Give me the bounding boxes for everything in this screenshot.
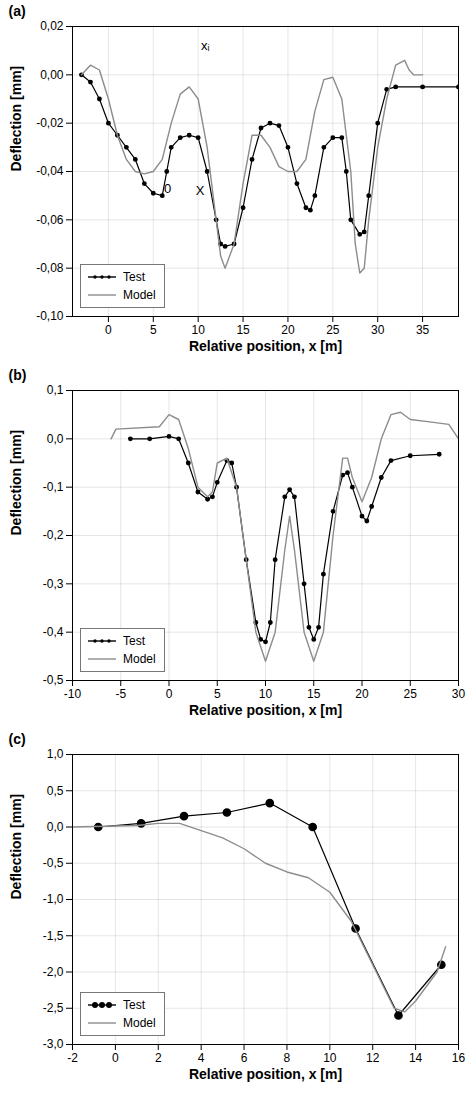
svg-text:1,0: 1,0 [47, 747, 64, 761]
svg-text:-0,08: -0,08 [36, 261, 64, 275]
svg-text:14: 14 [409, 1051, 423, 1065]
svg-text:0,0: 0,0 [47, 820, 64, 834]
svg-text:30: 30 [371, 323, 385, 337]
svg-text:15: 15 [236, 323, 250, 337]
svg-text:10: 10 [323, 1051, 337, 1065]
svg-text:20: 20 [281, 323, 295, 337]
svg-text:Relative position, x [m]: Relative position, x [m] [189, 702, 342, 718]
html-text:Test: Test [123, 270, 145, 284]
svg-text:0,1: 0,1 [47, 383, 64, 397]
svg-text:Deflection [mm]: Deflection [mm] [8, 66, 24, 172]
svg-text:0,0: 0,0 [47, 432, 64, 446]
svg-text:25: 25 [326, 323, 340, 337]
svg-text:16: 16 [452, 1051, 466, 1065]
svg-text:30: 30 [452, 687, 466, 701]
svg-text:(c): (c) [9, 731, 26, 747]
svg-text:Relative position, x [m]: Relative position, x [m] [189, 338, 342, 354]
svg-text:-0,04: -0,04 [36, 164, 64, 178]
svg-text:5: 5 [150, 323, 157, 337]
svg-text:-0,2: -0,2 [43, 528, 64, 542]
svg-text:6: 6 [241, 1051, 248, 1065]
svg-text:0,02: 0,02 [40, 19, 64, 33]
svg-text:-1,5: -1,5 [43, 929, 64, 943]
svg-text:10: 10 [259, 687, 273, 701]
svg-text:Deflection [mm]: Deflection [mm] [8, 794, 24, 900]
svg-text:-0,02: -0,02 [36, 116, 64, 130]
svg-text:-5: -5 [115, 687, 126, 701]
svg-text:(a): (a) [9, 3, 26, 19]
svg-text:X: X [196, 183, 205, 198]
svg-text:xᵢ: xᵢ [201, 38, 210, 53]
svg-text:-0,06: -0,06 [36, 213, 64, 227]
svg-text:-10: -10 [64, 687, 82, 701]
svg-text:(b): (b) [9, 367, 27, 383]
svg-text:20: 20 [355, 687, 369, 701]
svg-text:-1,0: -1,0 [43, 892, 64, 906]
svg-text:12: 12 [366, 1051, 380, 1065]
svg-text:35: 35 [416, 323, 430, 337]
svg-text:-0,5: -0,5 [43, 673, 64, 687]
svg-text:-2,5: -2,5 [43, 1001, 64, 1015]
svg-text:25: 25 [404, 687, 418, 701]
svg-text:5: 5 [214, 687, 221, 701]
svg-text:0: 0 [164, 181, 171, 196]
svg-text:4: 4 [198, 1051, 205, 1065]
html-text:Model: Model [123, 288, 156, 302]
html-text:Test: Test [123, 998, 145, 1012]
svg-text:-3,0: -3,0 [43, 1037, 64, 1051]
svg-text:0: 0 [166, 687, 173, 701]
svg-text:0,5: 0,5 [47, 784, 64, 798]
svg-text:-2: -2 [67, 1051, 78, 1065]
html-text:Model: Model [123, 1016, 156, 1030]
svg-text:0: 0 [105, 323, 112, 337]
svg-text:0: 0 [112, 1051, 119, 1065]
svg-text:8: 8 [284, 1051, 291, 1065]
svg-text:0,00: 0,00 [40, 68, 64, 82]
svg-text:-0,3: -0,3 [43, 577, 64, 591]
svg-text:10: 10 [191, 323, 205, 337]
svg-text:Deflection [mm]: Deflection [mm] [8, 430, 24, 536]
html-text:Model: Model [123, 652, 156, 666]
svg-text:-0,5: -0,5 [43, 856, 64, 870]
html-text:Test: Test [123, 634, 145, 648]
svg-text:15: 15 [307, 687, 321, 701]
svg-text:-2,0: -2,0 [43, 965, 64, 979]
svg-text:-0,1: -0,1 [43, 480, 64, 494]
svg-text:2: 2 [155, 1051, 162, 1065]
svg-text:-0,4: -0,4 [43, 625, 64, 639]
svg-text:-0,10: -0,10 [36, 309, 64, 323]
svg-text:Relative position, x [m]: Relative position, x [m] [189, 1066, 342, 1082]
